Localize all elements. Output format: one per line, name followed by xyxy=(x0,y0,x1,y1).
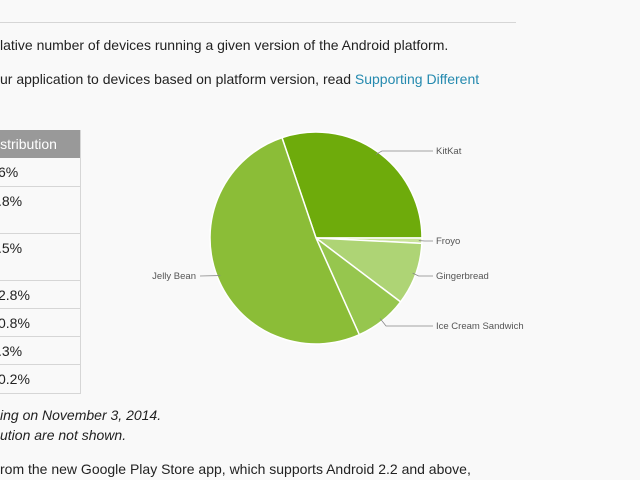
slice-label: KitKat xyxy=(436,146,462,157)
intro-text: lative number of devices running a given… xyxy=(0,37,449,53)
leader-line xyxy=(375,150,433,155)
omitted-note-text: ution are not shown. xyxy=(0,427,127,443)
intro-paragraph-2: ur application to devices based on platf… xyxy=(0,71,479,87)
leader-line xyxy=(379,318,433,327)
intro-text-2: ur application to devices based on platf… xyxy=(0,71,355,87)
omitted-note: ution are not shown. xyxy=(0,427,126,443)
table-cell: .8% xyxy=(0,193,23,209)
table-cell: 2.8% xyxy=(0,287,30,303)
table-row: 2.8% xyxy=(0,281,80,309)
slice-label: Gingerbread xyxy=(436,271,489,282)
pie-labels: KitKat Froyo Gingerbread Ice Cream Sandwich… xyxy=(152,146,524,332)
table-cell: 0.2% xyxy=(0,371,30,387)
table-row: .8% xyxy=(0,187,80,234)
date-note-text: ing on November 3, 2014. xyxy=(0,407,162,423)
table-cell: .3% xyxy=(0,343,23,359)
footer-text: rom the new Google Play Store app, which… xyxy=(0,461,471,477)
divider xyxy=(0,22,516,23)
table-cell: 0.8% xyxy=(0,315,30,331)
distribution-header: istribution xyxy=(0,136,57,152)
footer-paragraph: rom the new Google Play Store app, which… xyxy=(0,461,471,477)
table-row: 0.8% xyxy=(0,309,80,337)
date-note: ing on November 3, 2014. xyxy=(0,407,161,423)
table-cell: 6% xyxy=(0,164,19,180)
supporting-different-link[interactable]: Supporting Different xyxy=(354,71,480,87)
table-row: .3% xyxy=(0,337,80,365)
pie-slice-jelly-bean xyxy=(209,136,361,345)
slice-label: Froyo xyxy=(436,236,460,247)
table-cell: .5% xyxy=(0,240,23,256)
slice-label: Jelly Bean xyxy=(152,271,196,282)
pie-slices xyxy=(209,131,423,345)
distribution-table: istribution 6% .8% .5% 2.8% 0.8% .3% 0.2… xyxy=(0,130,81,394)
intro-paragraph: lative number of devices running a given… xyxy=(0,37,448,53)
table-header: istribution xyxy=(0,130,80,158)
leader-line xyxy=(412,272,433,277)
pie-slice-kitkat xyxy=(281,131,423,239)
table-row: 6% xyxy=(0,158,80,187)
table-row: 0.2% xyxy=(0,365,80,394)
table-row: .5% xyxy=(0,234,80,281)
slice-label: Ice Cream Sandwich xyxy=(436,321,524,332)
